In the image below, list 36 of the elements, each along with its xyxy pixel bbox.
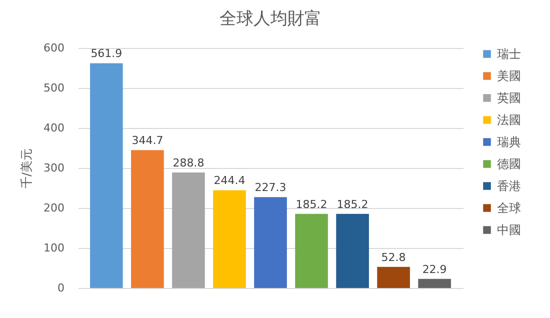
- data-label: 52.8: [381, 250, 406, 264]
- legend-label: 法國: [497, 113, 521, 127]
- y-axis-title: 千/美元: [20, 148, 34, 189]
- data-label: 185.2: [336, 198, 368, 211]
- data-label: 185.2: [296, 198, 328, 211]
- bar: [377, 266, 410, 288]
- data-label: 561.9: [90, 47, 122, 60]
- legend-label: 英國: [497, 91, 521, 105]
- legend-label: 香港: [497, 179, 521, 193]
- y-tick-label: 600: [44, 42, 64, 54]
- chart-title: 全球人均財富: [220, 9, 322, 29]
- bar: [418, 278, 451, 288]
- y-tick-label: 100: [44, 242, 64, 254]
- bar: [213, 190, 246, 288]
- legend-label: 瑞典: [497, 135, 521, 149]
- bar: [295, 214, 328, 288]
- bar: [131, 150, 164, 288]
- y-tick-label: 0: [58, 282, 64, 294]
- data-label: 344.7: [132, 134, 164, 148]
- bar: [172, 172, 205, 288]
- legend-label: 德國: [497, 157, 521, 171]
- y-tick-label: 500: [44, 82, 64, 94]
- y-tick-label: 300: [44, 162, 64, 174]
- data-label: 288.8: [172, 156, 204, 170]
- legend-label: 瑞士: [497, 47, 521, 61]
- legend-label: 美國: [497, 69, 521, 83]
- legend-label: 全球: [497, 201, 521, 215]
- y-tick-label: 200: [44, 202, 64, 214]
- y-tick-label: 400: [44, 122, 64, 134]
- bar: [336, 214, 369, 288]
- data-label: 22.9: [422, 262, 447, 276]
- bar: [254, 197, 287, 288]
- legend-label: 中國: [497, 223, 521, 237]
- data-label: 244.4: [214, 174, 246, 188]
- bar: [90, 63, 123, 288]
- data-label: 227.3: [254, 181, 286, 194]
